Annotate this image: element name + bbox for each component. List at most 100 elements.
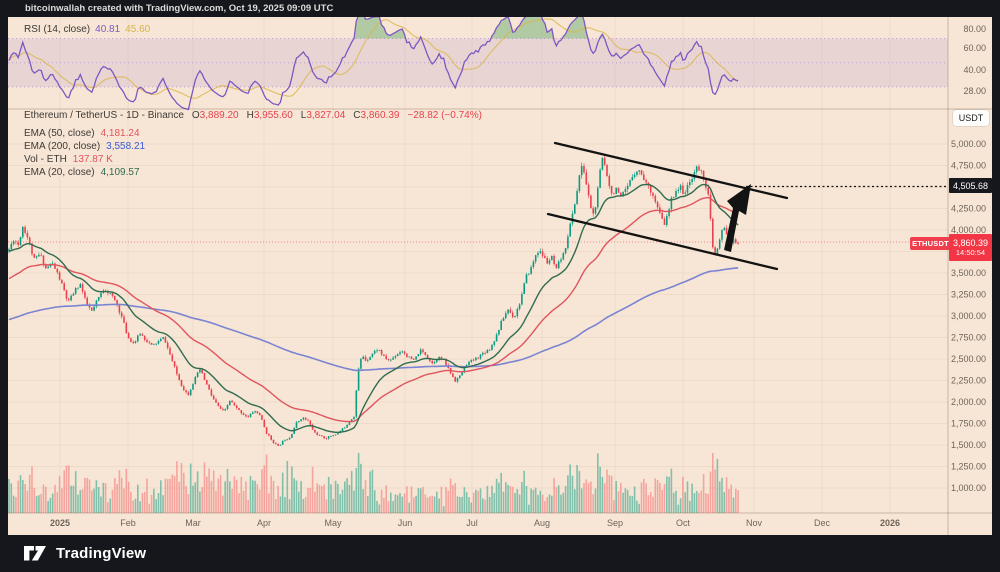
candle-body: [314, 429, 316, 433]
candle-body: [367, 359, 369, 361]
candle-body: [583, 166, 585, 173]
candle-body: [286, 439, 289, 441]
candle-body: [134, 341, 137, 343]
rsi-tick-label: 40.00: [963, 65, 986, 75]
ema50-line[interactable]: [8, 196, 739, 423]
rsi-ma-line[interactable]: [8, 18, 739, 99]
volume-bar: [339, 494, 341, 513]
candle-body: [417, 354, 420, 357]
ema200-line[interactable]: [8, 267, 739, 372]
tradingview-wordmark[interactable]: TradingView: [56, 545, 147, 562]
indicator-legend-volume[interactable]: Vol - ETH 137.87 K: [24, 154, 113, 165]
volume-bar: [698, 493, 700, 513]
volume-bar: [569, 464, 571, 513]
volume-bar: [22, 479, 24, 513]
price-tick-label: 1,750.00: [951, 419, 986, 429]
candle-body: [505, 313, 507, 319]
volume-bar: [730, 484, 732, 513]
channel-upper-trendline[interactable]: [553, 141, 789, 200]
candle-body: [396, 354, 399, 357]
volume-bar: [617, 491, 620, 513]
candle-body: [456, 378, 459, 382]
price-chart-canvas[interactable]: 5,000.004,750.004,500.004,250.004,000.00…: [8, 17, 992, 535]
currency-toggle-button[interactable]: USDT: [953, 110, 989, 126]
candle-body: [45, 264, 47, 269]
price-tick-label: 4,750.00: [951, 161, 986, 171]
volume-bar: [716, 458, 719, 513]
volume-bar: [194, 482, 197, 513]
indicator-legend-ema20[interactable]: EMA (20, close) 4,109.57: [24, 167, 140, 178]
chart-area[interactable]: 5,000.004,750.004,500.004,250.004,000.00…: [8, 17, 992, 535]
volume-bar: [675, 490, 677, 513]
indicator-legend-ema50[interactable]: EMA (50, close) 4,181.24: [24, 128, 140, 139]
candle-body: [578, 175, 581, 191]
candle-body: [93, 306, 95, 311]
candle-body: [302, 417, 305, 420]
candle-body: [58, 272, 61, 280]
candle-body: [373, 350, 376, 354]
time-tick-label: 2025: [50, 518, 70, 528]
rsi-line[interactable]: [8, 17, 739, 111]
volume-bar: [493, 492, 496, 513]
volume-bar: [394, 494, 397, 513]
candle-body: [160, 338, 162, 341]
candle-body: [601, 157, 604, 170]
volume-bar: [656, 480, 659, 513]
candle-body: [242, 413, 245, 415]
price-tick-label: 2,250.00: [951, 376, 986, 386]
candle-body: [682, 185, 684, 194]
time-tick-label: Jun: [398, 518, 413, 528]
rsi-tick-label: 28.00: [963, 86, 986, 96]
volume-bar: [369, 471, 371, 513]
volume-bar: [238, 493, 240, 513]
indicator-label: EMA (200, close): [24, 141, 101, 152]
volume-bar: [599, 466, 601, 513]
rsi-legend[interactable]: RSI (14, close) 40.81 45.60: [24, 24, 150, 35]
candle-body: [702, 170, 705, 180]
candle-body: [672, 196, 675, 198]
volume-bar: [380, 489, 383, 513]
volume-bar: [502, 491, 505, 513]
volume-bar: [482, 498, 484, 513]
candle-body: [116, 300, 118, 306]
volume-bar: [539, 490, 542, 513]
volume-bar: [84, 477, 86, 513]
candle-body: [173, 361, 176, 367]
candle-body: [284, 440, 286, 442]
volume-bar: [183, 472, 185, 513]
volume-bar: [176, 461, 178, 513]
indicator-legend-ema200[interactable]: EMA (200, close) 3,558.21: [24, 141, 145, 152]
volume-bar: [684, 492, 686, 513]
rsi-tick-label: 60.00: [963, 43, 986, 53]
candle-body: [355, 390, 358, 417]
volume-bar: [279, 496, 282, 513]
volume-bar: [725, 477, 728, 513]
bar-countdown: 14:50:54: [955, 248, 986, 258]
volume-bar: [88, 479, 91, 513]
candle-body: [84, 291, 86, 298]
candle-body: [608, 175, 611, 186]
candle-body: [141, 334, 144, 336]
ema20-line[interactable]: [8, 183, 739, 433]
channel-lower-trendline[interactable]: [546, 212, 779, 271]
volume-bar: [523, 470, 525, 513]
candle-body: [617, 187, 620, 193]
candle-body: [91, 307, 93, 311]
volume-bar: [373, 490, 376, 513]
high-label: H3,955.60: [246, 110, 293, 121]
candle-body: [689, 182, 691, 186]
volume-bar: [597, 453, 599, 513]
candle-body: [111, 292, 114, 296]
candle-body: [298, 421, 300, 423]
volume-bar: [645, 483, 647, 513]
candle-body: [123, 316, 125, 323]
candle-body: [157, 340, 160, 344]
tradingview-logo-icon[interactable]: [24, 545, 47, 562]
symbol-legend[interactable]: Ethereum / TetherUS - 1D - Binance O3,88…: [24, 110, 482, 121]
volume-bar: [440, 486, 443, 513]
candle-body: [638, 170, 640, 172]
breakout-arrow[interactable]: [724, 184, 751, 252]
volume-bar: [652, 496, 654, 513]
candle-body: [364, 356, 367, 361]
volume-bar: [705, 493, 707, 513]
